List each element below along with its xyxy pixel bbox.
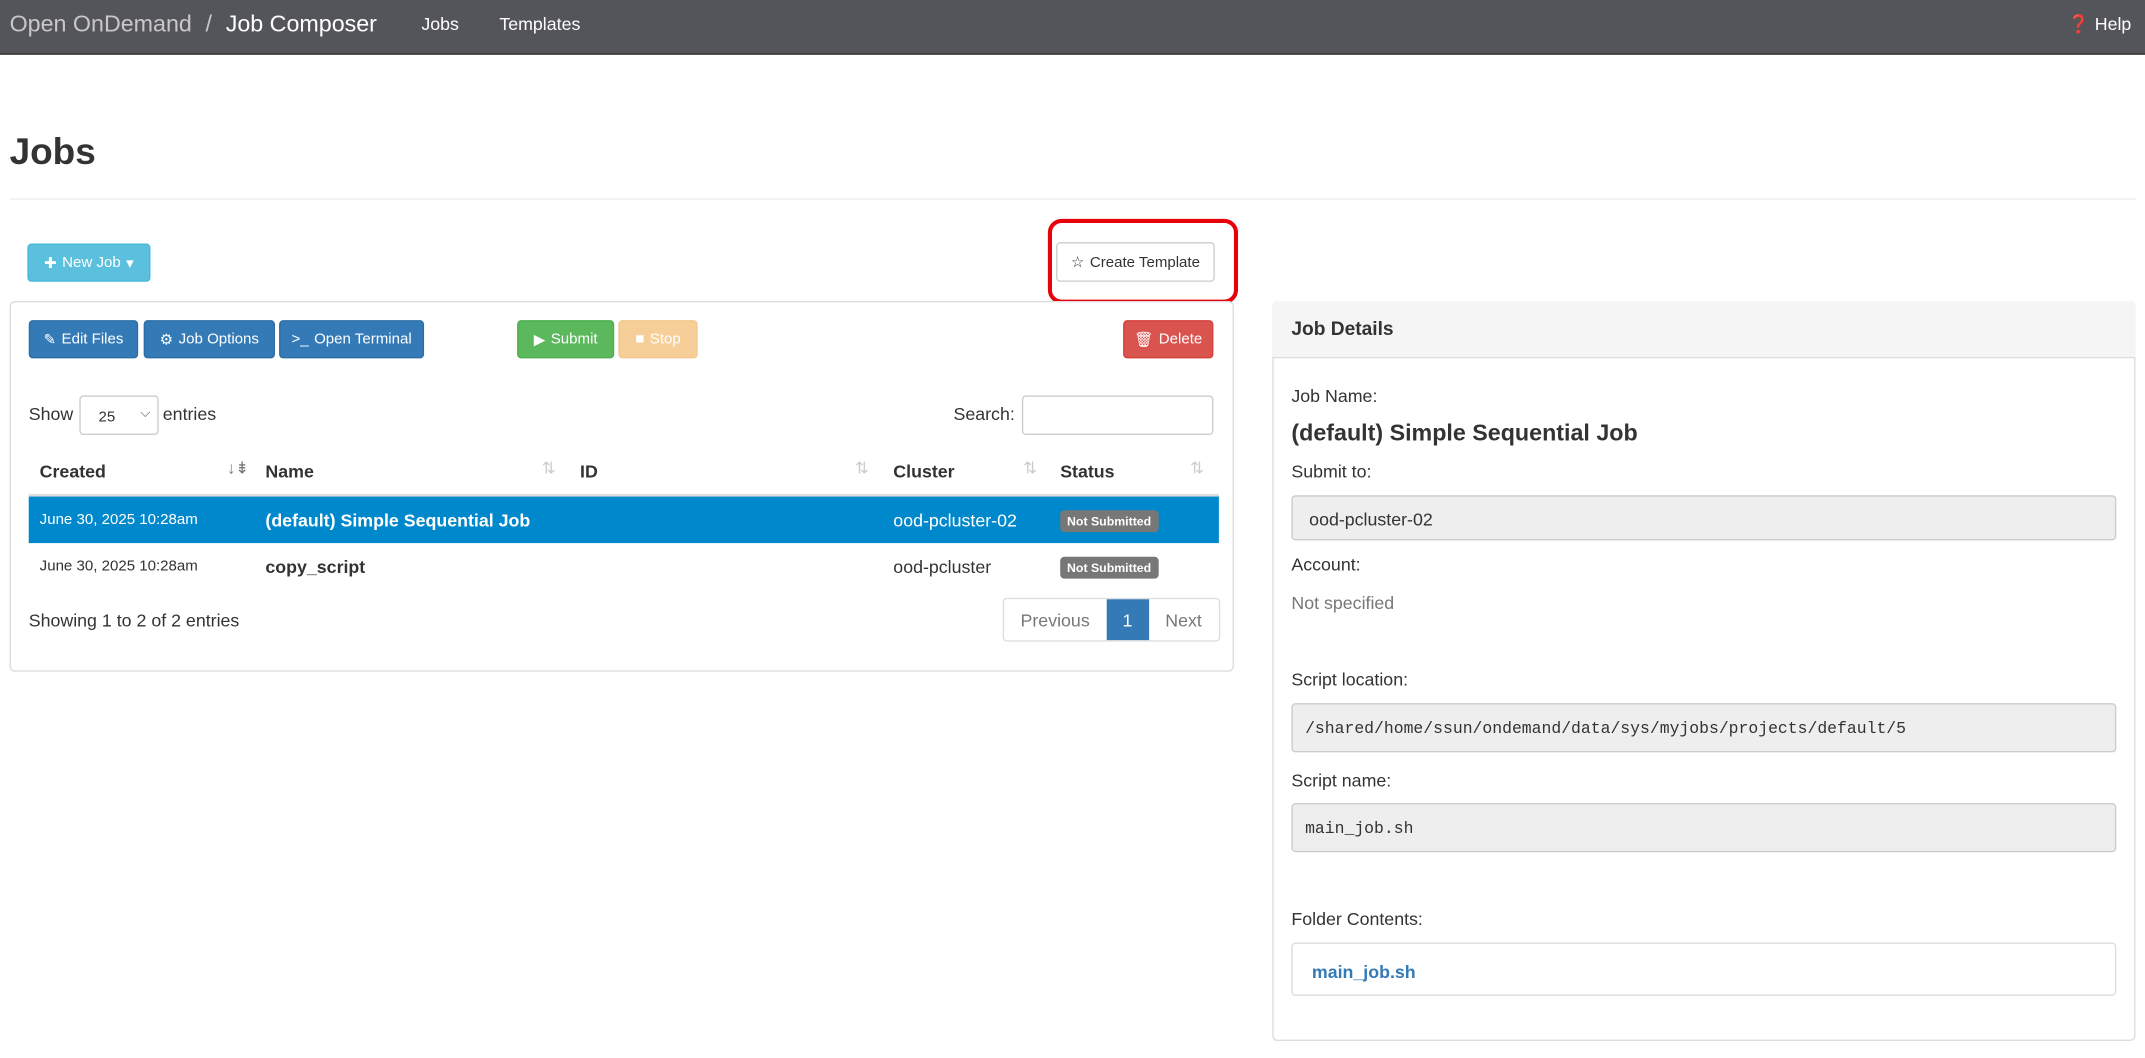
table-row[interactable]: June 30, 2025 10:28am (default) Simple S…: [28, 496, 1219, 544]
submit-to-value: ood-pcluster-02: [1291, 495, 2117, 541]
folder-contents-list: main_job.sh: [1291, 942, 2117, 996]
chevron-down-icon: ⌵: [140, 406, 151, 422]
sort-icon[interactable]: ⇅: [1023, 458, 1038, 478]
create-template-label: Create Template: [1089, 253, 1200, 271]
stop-label: Stop: [649, 331, 681, 348]
header-divider: [28, 493, 1219, 497]
sort-icon[interactable]: ⇅: [1190, 458, 1204, 478]
trash-icon: 🗑: [1134, 331, 1154, 349]
delete-label: Delete: [1158, 331, 1203, 348]
cell-created: June 30, 2025 10:28am: [39, 558, 198, 575]
previous-button[interactable]: Previous: [1020, 609, 1090, 630]
brand-link[interactable]: Open OnDemand: [9, 10, 192, 37]
column-header-status[interactable]: Status: [1060, 461, 1115, 482]
job-details-panel: [1272, 300, 2136, 1042]
column-header-id[interactable]: ID: [580, 461, 598, 482]
open-terminal-label: Open Terminal: [314, 331, 412, 348]
column-header-cluster[interactable]: Cluster: [893, 461, 955, 482]
cell-cluster: ood-pcluster-02: [893, 510, 1017, 531]
cell-name: (default) Simple Sequential Job: [265, 510, 531, 531]
script-location-value: /shared/home/ssun/ondemand/data/sys/myjo…: [1291, 703, 2117, 753]
breadcrumb-separator: /: [205, 10, 213, 37]
table-row[interactable]: June 30, 2025 10:28am copy_script ood-pc…: [29, 543, 1219, 590]
pagination: Previous 1 Next: [1002, 597, 1220, 642]
status-badge: Not Submitted: [1060, 510, 1159, 533]
search-input[interactable]: [1021, 395, 1214, 436]
question-circle-icon: ❓: [2067, 13, 2090, 35]
next-button[interactable]: Next: [1165, 609, 1202, 630]
stop-button[interactable]: ■ Stop: [618, 320, 698, 359]
nav-jobs[interactable]: Jobs: [421, 13, 459, 35]
open-terminal-button[interactable]: >_ Open Terminal: [279, 320, 425, 359]
play-icon: ▶: [533, 331, 546, 349]
help-label: Help: [2094, 13, 2132, 35]
account-label: Account:: [1291, 554, 1361, 575]
gear-icon: ⚙: [159, 331, 174, 349]
script-name-label: Script name:: [1291, 770, 1392, 791]
job-name-label: Job Name:: [1291, 385, 1378, 407]
script-name-value: main_job.sh: [1291, 803, 2117, 853]
status-badge: Not Submitted: [1060, 556, 1159, 579]
nav-templates[interactable]: Templates: [499, 13, 581, 35]
cell-cluster: ood-pcluster: [893, 556, 992, 578]
sort-desc-icon[interactable]: ↓⇟: [227, 458, 250, 478]
plus-icon: ✚: [44, 255, 57, 272]
terminal-icon: >_: [291, 331, 309, 348]
sort-icon[interactable]: ⇅: [855, 458, 869, 478]
cell-created: June 30, 2025 10:28am: [39, 511, 198, 529]
breadcrumb: Open OnDemand / Job Composer: [10, 11, 377, 38]
submit-label: Submit: [550, 331, 598, 348]
job-name-value: (default) Simple Sequential Job: [1291, 419, 1638, 446]
page-1-button[interactable]: 1: [1106, 599, 1149, 641]
create-template-button[interactable]: ☆ Create Template: [1056, 242, 1215, 282]
search-label: Search:: [953, 403, 1015, 425]
script-location-label: Script location:: [1291, 668, 1409, 690]
file-link[interactable]: main_job.sh: [1311, 961, 1416, 983]
table-info: Showing 1 to 2 of 2 entries: [28, 610, 240, 631]
page-size-value: 25: [98, 409, 116, 426]
sort-icon[interactable]: ⇅: [541, 458, 556, 478]
submit-to-label: Submit to:: [1291, 461, 1372, 482]
new-job-button[interactable]: ✚ New Job ▾: [27, 243, 151, 282]
caret-down-icon: ▾: [126, 255, 134, 272]
highlight-annotation: [1047, 218, 1239, 304]
delete-button[interactable]: 🗑 Delete: [1123, 320, 1214, 359]
page-title: Jobs: [9, 131, 96, 173]
column-header-name[interactable]: Name: [265, 461, 314, 482]
help-link[interactable]: ❓ Help: [2068, 14, 2132, 36]
job-options-button[interactable]: ⚙ Job Options: [143, 320, 275, 359]
cell-name: copy_script: [265, 556, 366, 578]
jobs-panel: [9, 300, 1234, 672]
new-job-label: New Job: [62, 254, 121, 271]
folder-contents-label: Folder Contents:: [1291, 908, 1423, 929]
page-size-select[interactable]: 25 ⌵: [79, 395, 159, 436]
edit-files-label: Edit Files: [61, 331, 124, 348]
app-title[interactable]: Job Composer: [225, 10, 377, 37]
column-header-created[interactable]: Created: [39, 461, 106, 482]
star-icon: ☆: [1070, 254, 1085, 271]
edit-files-button[interactable]: ✎ Edit Files: [28, 320, 139, 359]
stop-icon: ■: [635, 331, 645, 348]
show-label: Show: [28, 403, 74, 425]
submit-button[interactable]: ▶ Submit: [517, 320, 615, 359]
job-options-label: Job Options: [178, 331, 259, 348]
edit-icon: ✎: [43, 331, 57, 349]
job-details-header: Job Details: [1272, 300, 2136, 359]
divider: [9, 198, 2136, 200]
entries-label: entries: [162, 403, 217, 425]
account-value: Not specified: [1291, 592, 1395, 613]
navbar: Open OnDemand / Job Composer Jobs Template…: [0, 0, 2145, 55]
